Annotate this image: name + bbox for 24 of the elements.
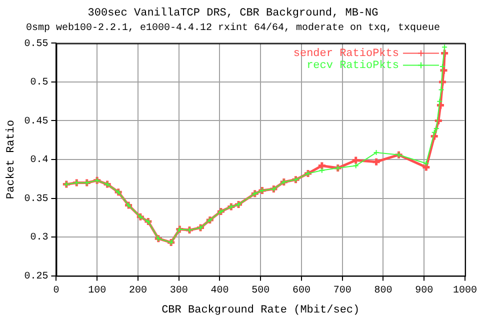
legend-label: sender RatioPkts [293,48,399,60]
x-tick-label: 0 [53,285,60,296]
y-axis-title: Packet Ratio [6,120,18,200]
x-tick-label: 200 [128,285,147,296]
y-tick-label: 0.3 [30,232,48,244]
x-tick-label: 400 [210,285,229,296]
y-tick-label: 0.25 [24,271,48,282]
x-tick-label: 100 [88,285,106,296]
y-tick-label: 0.35 [24,194,48,205]
x-tick-label: 900 [415,285,434,296]
x-axis-title: CBR Background Rate (Mbit/sec) [162,304,360,316]
x-tick-label: 300 [170,285,188,296]
x-tick-label: 500 [252,285,270,296]
y-tick-label: 0.4 [30,155,48,166]
y-tick-label: 0.55 [24,38,48,50]
chart-title: 300sec VanillaTCP DRS, CBR Background, MB-NG [88,8,378,20]
x-tick-label: 600 [292,285,310,296]
y-tick-label: 0.45 [24,116,48,128]
x-tick-label: 700 [333,285,352,296]
x-tick-label: 1000 [452,285,478,296]
chart-subtitle: 0smp web100-2.2.1, e1000-4.4.12 rxint 64/64, moderate on txq, txqueue [26,22,440,34]
legend-label: recv RatioPkts [306,60,399,72]
x-tick-label: 800 [374,285,392,296]
y-tick-label: 0.5 [30,78,48,89]
